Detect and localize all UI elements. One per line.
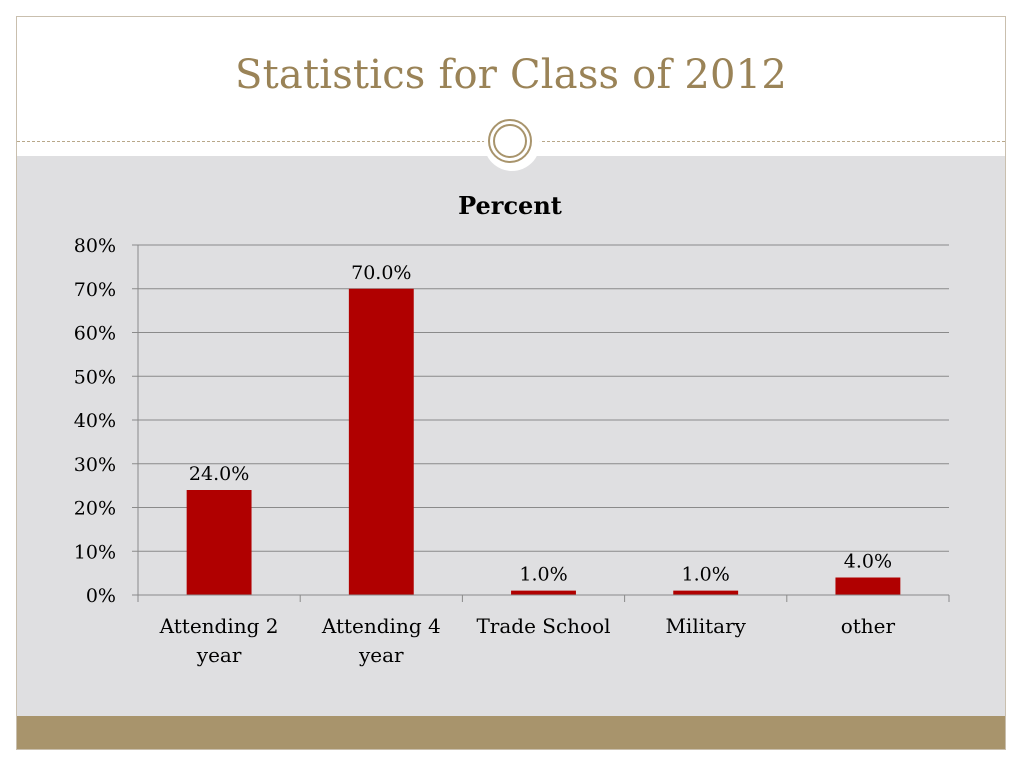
bar [511,590,576,595]
chart-title: Percent [458,191,562,220]
bar [348,288,414,595]
y-tick-label: 30% [74,454,116,476]
bar [673,590,739,595]
footer-band [17,716,1005,749]
y-tick-label: 50% [74,366,116,388]
y-tick-label: 40% [74,410,116,432]
x-tick-label: year [196,643,242,667]
slide-title: Statistics for Class of 2012 [235,52,787,98]
y-tick-label: 60% [74,323,116,345]
y-tick-label: 70% [74,279,116,301]
x-tick-label: Attending 2 [159,614,279,638]
x-tick-label: Attending 4 [321,614,441,638]
bars: 24.0% 70.0% 1.0% 1.0% 4.0% [186,262,901,595]
data-label: 1.0% [682,564,730,586]
x-tick-label: other [841,614,896,638]
x-tick-label: Military [665,614,746,638]
y-axis: 0% 10% 20% 30% 40% 50% 60% 70% 80% [74,235,139,607]
bar [186,490,252,595]
content-area [17,156,1005,716]
x-tick-label: Trade School [476,614,610,638]
bar [835,577,901,595]
data-label: 70.0% [351,262,411,284]
x-tick-label: year [358,643,404,667]
y-tick-label: 20% [74,498,116,520]
gridlines [138,244,949,552]
y-tick-label: 0% [86,585,116,607]
data-label: 1.0% [519,564,567,586]
y-tick-label: 80% [74,235,116,257]
data-label: 24.0% [189,463,249,485]
data-label: 4.0% [844,551,892,573]
y-tick-label: 10% [74,541,116,563]
x-axis: Attending 2 year Attending 4 year Trade Scho… [137,594,950,667]
ornament-inner-ring-icon [493,124,527,158]
